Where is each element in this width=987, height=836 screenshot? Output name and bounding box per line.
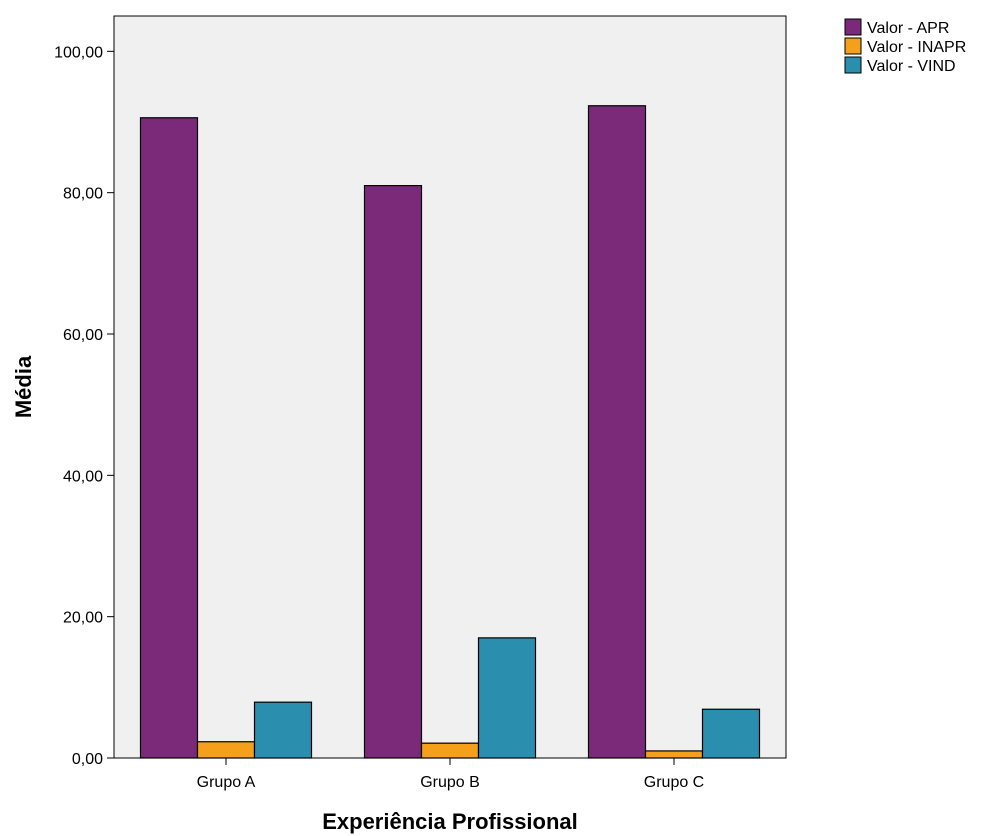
legend-label: Valor - VIND <box>867 58 956 75</box>
bar-2-1 <box>196 741 256 759</box>
bar-1-3 <box>587 105 647 759</box>
bars-layer <box>139 105 761 759</box>
y-tick-label: 0,00 <box>72 751 103 768</box>
x-tick-label: Grupo A <box>197 774 256 791</box>
legend-label: Valor - APR <box>867 20 949 37</box>
y-tick-label: 60,00 <box>63 327 103 344</box>
legend-swatch <box>844 56 862 74</box>
x-tick-label: Grupo B <box>420 774 480 791</box>
plot-area <box>113 15 787 759</box>
legend: Valor - APR Valor - INAPR Valor - VIND <box>844 18 966 75</box>
y-axis-title: Média <box>11 355 36 418</box>
bar-2-2 <box>420 742 480 759</box>
legend-label: Valor - INAPR <box>867 39 966 56</box>
bar-3-1 <box>253 701 313 759</box>
y-tick-label: 40,00 <box>63 468 103 485</box>
bar-3-3 <box>701 708 761 759</box>
y-tick-label: 100,00 <box>54 44 103 61</box>
x-axis: Grupo A Grupo B Grupo C <box>197 758 704 791</box>
x-tick-label: Grupo C <box>644 774 704 791</box>
x-axis-title: Experiência Profissional <box>322 809 578 834</box>
bar-1-2 <box>363 185 423 759</box>
bar-1-1 <box>139 117 199 759</box>
bar-3-2 <box>477 637 537 759</box>
legend-swatch <box>844 18 862 36</box>
y-axis: 0,00 20,00 40,00 60,00 80,00 100,00 <box>54 44 114 768</box>
bar-2-3 <box>644 750 704 759</box>
legend-swatch <box>844 37 862 55</box>
y-tick-label: 80,00 <box>63 186 103 203</box>
y-tick-label: 20,00 <box>63 610 103 627</box>
